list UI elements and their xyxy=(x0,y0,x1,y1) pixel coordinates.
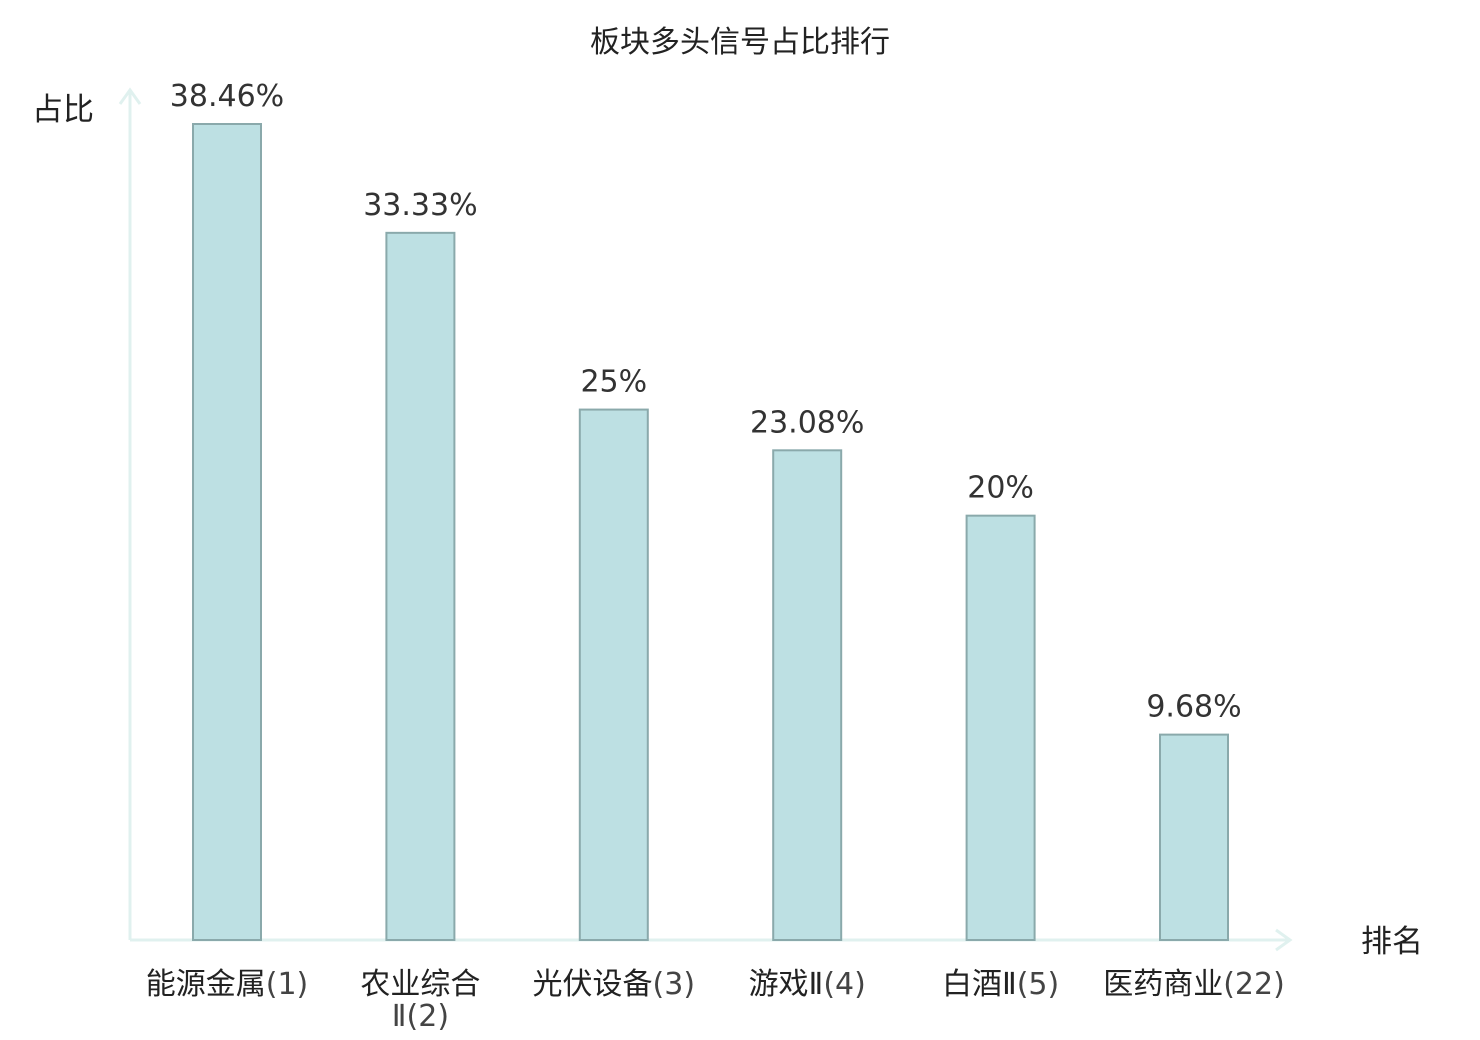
bar-value-label: 33.33% xyxy=(363,188,477,223)
y-axis-label: 占比 xyxy=(32,92,94,128)
x-axis-label: 排名 xyxy=(1361,924,1423,960)
x-axis-arrow xyxy=(1275,928,1293,952)
bar-value-label: 20% xyxy=(967,471,1034,506)
axes xyxy=(118,87,1293,952)
bars-group xyxy=(192,123,1229,942)
bar xyxy=(385,231,456,942)
category-label: 光伏设备(3) xyxy=(533,967,696,1002)
bar xyxy=(1159,733,1229,941)
bar xyxy=(578,408,649,941)
value-labels-group: 38.46% 33.33% 25% 23.08% 20% 9.68% xyxy=(170,79,1242,725)
bar-value-label: 25% xyxy=(580,365,647,400)
category-label: 白酒Ⅱ(5) xyxy=(942,967,1059,1002)
chart-title: 板块多头信号占比排行 xyxy=(590,25,890,60)
bar-value-label: 23.08% xyxy=(750,405,864,440)
bar xyxy=(772,449,843,941)
category-label: Ⅱ(2) xyxy=(392,999,449,1034)
category-label: 农业综合 xyxy=(360,967,480,1002)
y-axis-arrow xyxy=(118,87,142,105)
bar xyxy=(965,514,1036,941)
bar-value-label: 9.68% xyxy=(1146,690,1241,725)
category-label: 医药商业(22) xyxy=(1103,967,1285,1002)
category-label: 能源金属(1) xyxy=(146,967,309,1002)
category-label: 游戏Ⅱ(4) xyxy=(749,967,866,1002)
bar-value-label: 38.46% xyxy=(170,79,284,114)
bar xyxy=(192,123,262,941)
